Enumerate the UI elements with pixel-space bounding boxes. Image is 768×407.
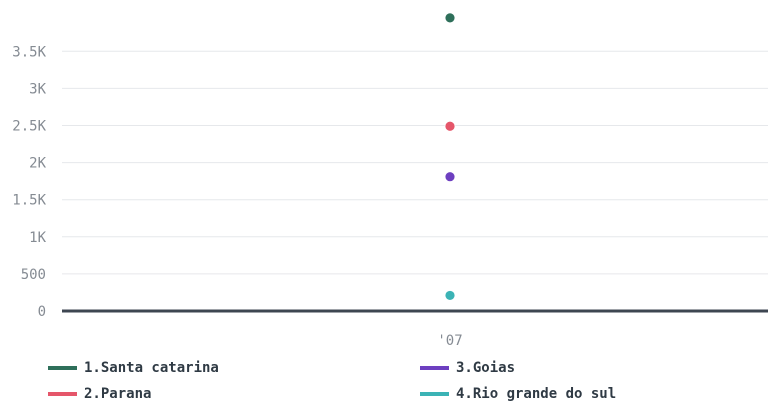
legend-label: 1.Santa catarina <box>84 360 219 376</box>
legend-item[interactable]: 2.Parana <box>48 386 151 402</box>
x-tick-label: '07 <box>437 333 462 349</box>
data-point[interactable] <box>444 290 456 301</box>
grid-lines <box>62 50 768 275</box>
data-point[interactable] <box>444 120 456 132</box>
legend-swatch <box>420 392 449 396</box>
legend-swatch <box>48 392 77 396</box>
x-axis-ticks: '07 <box>437 333 462 349</box>
legend-item[interactable]: 1.Santa catarina <box>48 360 219 376</box>
y-tick-label: 1.5K <box>12 193 46 209</box>
legend: 1.Santa catarina 2.Parana 3.Goias 4.Rio gra… <box>48 360 616 402</box>
legend-label: 4.Rio grande do sul <box>456 386 616 402</box>
y-tick-label: 0 <box>38 304 46 320</box>
y-tick-label: 3K <box>29 81 46 97</box>
legend-item[interactable]: 4.Rio grande do sul <box>420 386 616 402</box>
legend-swatch <box>420 366 449 370</box>
data-point[interactable] <box>444 12 456 24</box>
data-points <box>444 12 456 301</box>
legend-item[interactable]: 3.Goias <box>420 360 515 376</box>
legend-label: 3.Goias <box>456 360 515 376</box>
legend-swatch <box>48 366 77 370</box>
y-tick-label: 3.5K <box>12 44 46 60</box>
legend-label: 2.Parana <box>84 386 151 402</box>
data-point[interactable] <box>444 171 456 183</box>
y-axis-ticks: 0 500 1K 1.5K 2K 2.5K 3K 3.5K <box>12 44 46 320</box>
y-tick-label: 2K <box>29 156 46 172</box>
y-tick-label: 500 <box>21 267 46 283</box>
y-tick-label: 1K <box>29 230 46 246</box>
y-tick-label: 2.5K <box>12 119 46 135</box>
